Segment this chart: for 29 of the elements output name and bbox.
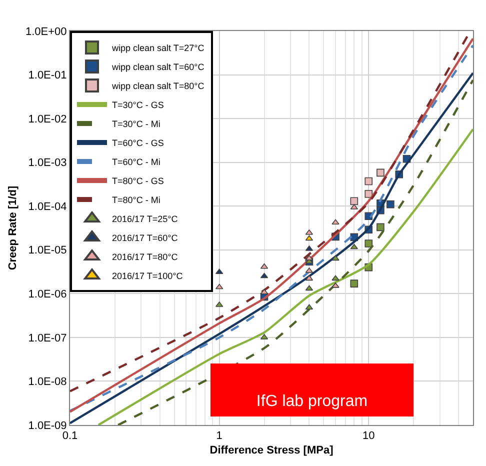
- legend-label: 2016/17 T=80°C: [112, 252, 178, 262]
- y-tick-label: 1.0E-04: [28, 200, 67, 213]
- x-axis-title: Difference Stress [MPa]: [210, 444, 334, 456]
- legend-label: wipp clean salt T=60°C: [111, 62, 205, 72]
- y-tick-label: 1.0E-08: [28, 376, 67, 388]
- legend-label: T=30°C - GS: [112, 100, 164, 110]
- legend-label: 2016/17 T=60°C: [112, 233, 178, 244]
- legend-label: T=80°C - GS: [112, 176, 164, 186]
- y-tick-label: 1.0E-03: [28, 157, 67, 170]
- y-tick-label: 1.0E-05: [28, 244, 67, 257]
- x-tick-label: 10: [362, 430, 375, 442]
- legend-label: T=30°C - Mi: [112, 119, 160, 130]
- legend-label: T=60°C - GS: [112, 138, 164, 148]
- x-tick-label: 0.1: [62, 430, 78, 442]
- legend-label: 2016/17 T=100°C: [112, 271, 184, 282]
- y-tick-label: 1.0E-02: [28, 113, 67, 126]
- x-tick-label: 1: [216, 430, 222, 442]
- y-tick-label: 1.0E-06: [28, 288, 67, 301]
- legend-label: T=80°C - Mi: [112, 195, 160, 206]
- y-tick-label: 1.0E+00: [26, 26, 67, 38]
- y-tick-label: 1.0E-01: [28, 70, 67, 82]
- legend-label: wipp clean salt T=80°C: [111, 81, 205, 92]
- legend-label: T=60°C - Mi: [112, 157, 160, 168]
- y-tick-label: 1.0E-07: [28, 332, 67, 344]
- legend-label: wipp clean salt T=27°C: [111, 43, 205, 54]
- annotation: IfG lab program: [256, 393, 368, 410]
- y-axis-title: Creep Rate [1/d]: [7, 185, 20, 270]
- y-tick-label: 1.0E-09: [28, 420, 67, 432]
- legend-label: 2016/17 T=25°C: [112, 214, 178, 224]
